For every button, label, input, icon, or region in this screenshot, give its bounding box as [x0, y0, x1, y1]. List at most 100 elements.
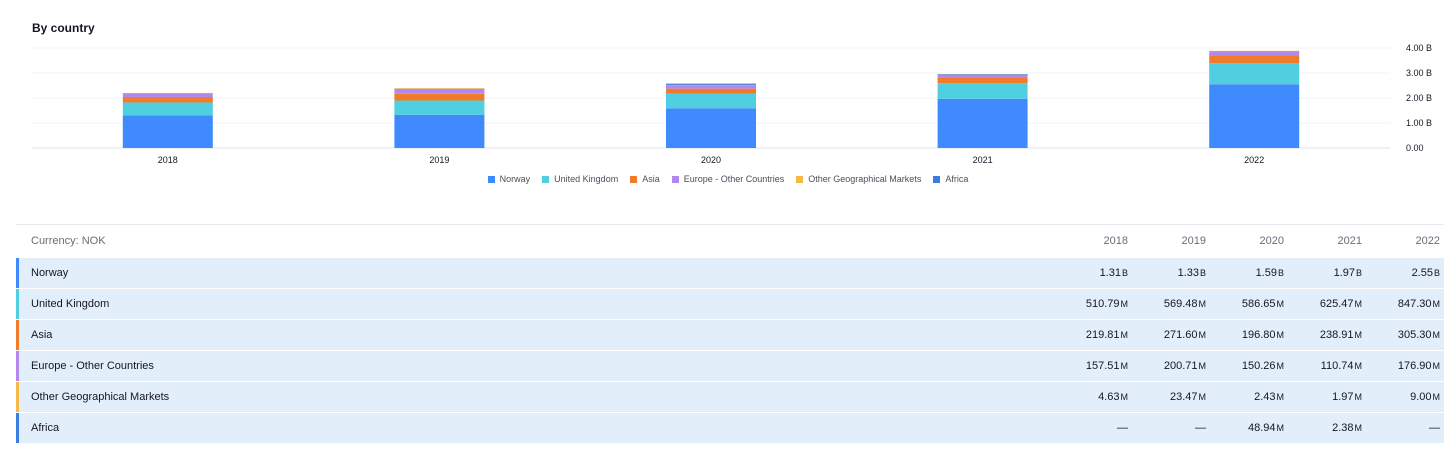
value-number: —: [1195, 422, 1206, 434]
value-number: 200.71: [1163, 360, 1198, 372]
legend-swatch: [487, 175, 495, 183]
x-tick-label: 2019: [429, 155, 449, 165]
bar-segment[interactable]: [1209, 55, 1300, 64]
value-cell: 625.47M: [1284, 298, 1362, 310]
legend-item[interactable]: Norway: [487, 174, 530, 184]
value-cell: 150.26M: [1206, 360, 1284, 372]
bar-segment[interactable]: [394, 88, 485, 89]
bar-segment[interactable]: [666, 108, 756, 148]
row-values: 157.51M 200.71M 150.26M 110.74M 176.90M: [1050, 360, 1444, 372]
bar-segment[interactable]: [1209, 51, 1300, 56]
bar-segment[interactable]: [1209, 50, 1300, 52]
stacked-bar-chart: 0.00 1.00 B 2.00 B 3.00 B 4.00 B 2018 2019 2020…: [32, 43, 1432, 165]
value-cell: 219.81M: [1050, 329, 1128, 341]
value-number: 48.94: [1247, 422, 1276, 434]
value-cell: 510.79M: [1050, 298, 1128, 310]
bar-segment[interactable]: [937, 98, 1028, 148]
value-number: 1.31: [1099, 267, 1121, 279]
value-unit: M: [1354, 392, 1363, 402]
y-tick-label: 2.00 B: [1406, 93, 1432, 103]
bar-segment[interactable]: [666, 84, 756, 89]
value-unit: M: [1120, 361, 1129, 371]
legend-swatch: [630, 175, 638, 183]
table-row[interactable]: Other Geographical Markets 4.63M 23.47M 2.4…: [16, 382, 1444, 412]
value-cell: 847.30M: [1362, 298, 1440, 310]
bar-segment[interactable]: [1209, 84, 1300, 148]
bar-segment[interactable]: [666, 83, 756, 85]
legend-swatch: [671, 175, 679, 183]
value-number: 4.63: [1098, 391, 1120, 403]
bar-segment[interactable]: [122, 102, 213, 116]
value-unit: B: [1355, 268, 1362, 278]
legend-item[interactable]: Africa: [933, 174, 968, 184]
bar-segment[interactable]: [394, 93, 485, 101]
bar-segment[interactable]: [122, 92, 213, 94]
year-header: 2019: [1181, 235, 1206, 247]
value-unit: M: [1432, 299, 1441, 309]
bar-segment[interactable]: [394, 100, 485, 115]
row-label: United Kingdom: [31, 298, 110, 310]
value-unit: M: [1120, 330, 1129, 340]
value-unit: M: [1354, 423, 1363, 433]
value-number: 1.97: [1333, 267, 1355, 279]
row-values: 219.81M 271.60M 196.80M 238.91M 305.30M: [1050, 329, 1444, 341]
value-unit: M: [1198, 361, 1207, 371]
value-number: —: [1429, 422, 1440, 434]
value-unit: M: [1198, 299, 1207, 309]
legend-item[interactable]: Europe - Other Countries: [671, 174, 784, 184]
value-unit: M: [1432, 330, 1441, 340]
bar-segment[interactable]: [122, 93, 213, 97]
x-tick-label: 2022: [1244, 155, 1264, 165]
value-cell: 2.55B: [1362, 267, 1440, 279]
value-cell: 23.47M: [1128, 391, 1206, 403]
value-number: 305.30: [1397, 329, 1432, 341]
value-unit: M: [1354, 361, 1363, 371]
legend-item[interactable]: United Kingdom: [542, 174, 618, 184]
table-row[interactable]: Asia 219.81M 271.60M 196.80M 238.91M 305.30M: [16, 320, 1444, 350]
value-cell: 1.97B: [1284, 267, 1362, 279]
value-number: 510.79: [1085, 298, 1120, 310]
bar-segment[interactable]: [394, 88, 485, 94]
bar-segment[interactable]: [1209, 63, 1300, 85]
y-tick-label: 0.00: [1406, 143, 1424, 153]
row-values: 4.63M 23.47M 2.43M 1.97M 9.00M: [1050, 391, 1444, 403]
legend-item[interactable]: Other Geographical Markets: [796, 174, 921, 184]
bar-segment[interactable]: [122, 96, 213, 103]
value-cell: 2.43M: [1206, 391, 1284, 403]
legend-label: Other Geographical Markets: [808, 174, 922, 184]
row-values: 1.31B 1.33B 1.59B 1.97B 2.55B: [1050, 267, 1444, 279]
table-rows: Norway 1.31B 1.33B 1.59B 1.97B 2.55B United Ki…: [16, 258, 1444, 443]
bar-segment[interactable]: [666, 84, 756, 86]
bar-segment[interactable]: [666, 88, 756, 94]
bar-segment[interactable]: [937, 83, 1028, 99]
bar-segment[interactable]: [666, 93, 756, 109]
y-tick-label: 3.00 B: [1406, 68, 1432, 78]
bar-segment[interactable]: [394, 114, 485, 148]
x-tick-label: 2021: [973, 155, 993, 165]
bar-segment[interactable]: [937, 74, 1028, 78]
table-row[interactable]: Africa — —48.94M 2.38M —: [16, 413, 1444, 443]
value-unit: M: [1432, 361, 1441, 371]
year-header: 2018: [1103, 235, 1128, 247]
x-tick-label: 2020: [701, 155, 721, 165]
value-cell: 1.59B: [1206, 267, 1284, 279]
bar-segment[interactable]: [122, 115, 213, 148]
value-cell: 200.71M: [1128, 360, 1206, 372]
value-number: 110.74: [1320, 360, 1354, 372]
value-cell: 305.30M: [1362, 329, 1440, 341]
table-row[interactable]: United Kingdom 510.79M 569.48M 586.65M 625.4…: [16, 289, 1444, 319]
row-label: Norway: [31, 267, 69, 279]
row-label: Africa: [31, 422, 60, 434]
value-cell: 238.91M: [1284, 329, 1362, 341]
bar-segment[interactable]: [937, 74, 1028, 75]
value-cell: 4.63M: [1050, 391, 1128, 403]
table-row[interactable]: Europe - Other Countries 157.51M 200.71M 15…: [16, 351, 1444, 381]
year-header: 2020: [1259, 235, 1284, 247]
year-headers: 2018 2019 2020 2021 2022: [1050, 235, 1444, 247]
row-label: Europe - Other Countries: [31, 360, 154, 372]
table-row[interactable]: Norway 1.31B 1.33B 1.59B 1.97B 2.55B: [16, 258, 1444, 288]
value-cell: 110.74M: [1284, 360, 1362, 372]
bar-segment[interactable]: [937, 77, 1028, 84]
legend-item[interactable]: Asia: [630, 174, 660, 184]
value-unit: B: [1433, 268, 1440, 278]
